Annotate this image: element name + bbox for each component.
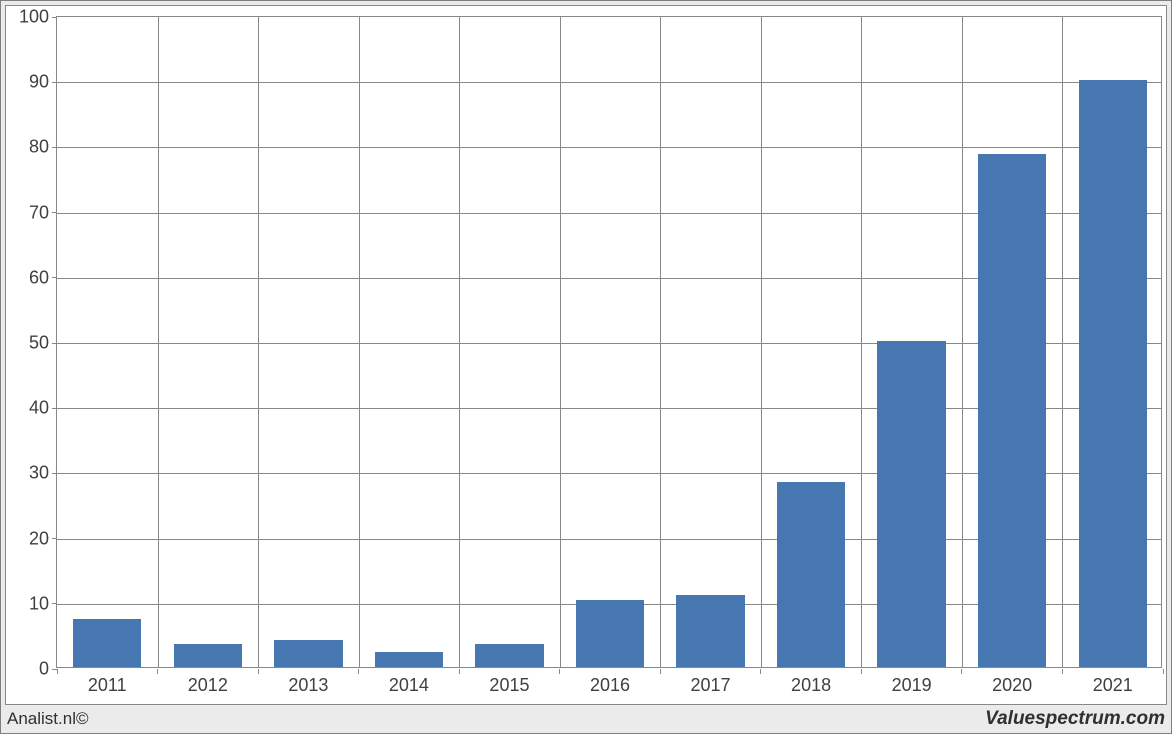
x-tick-label: 2017 bbox=[691, 667, 731, 696]
y-tick-label: 20 bbox=[29, 528, 57, 549]
gridline-horizontal bbox=[57, 82, 1161, 83]
x-tick-label: 2019 bbox=[892, 667, 932, 696]
chart-panel: 0 10 20 30 40 50 60 70 80 90 100 2011 2012 2013 2014 20… bbox=[5, 5, 1167, 705]
gridline-vertical bbox=[560, 17, 561, 667]
bar bbox=[576, 600, 644, 667]
chart-outer-frame: 0 10 20 30 40 50 60 70 80 90 100 2011 2012 2013 2014 20… bbox=[0, 0, 1172, 734]
x-tick-mark bbox=[258, 669, 259, 674]
y-tick-label: 50 bbox=[29, 333, 57, 354]
bar bbox=[73, 619, 141, 667]
gridline-vertical bbox=[459, 17, 460, 667]
x-tick-label: 2020 bbox=[992, 667, 1032, 696]
gridline-vertical bbox=[258, 17, 259, 667]
y-tick-label: 60 bbox=[29, 267, 57, 288]
bar bbox=[375, 652, 443, 667]
gridline-vertical bbox=[158, 17, 159, 667]
y-tick-label: 80 bbox=[29, 137, 57, 158]
bar bbox=[777, 482, 845, 667]
bar bbox=[174, 644, 242, 667]
x-tick-label: 2011 bbox=[88, 667, 127, 696]
bar bbox=[274, 640, 342, 667]
gridline-vertical bbox=[761, 17, 762, 667]
x-tick-mark bbox=[861, 669, 862, 674]
y-tick-label: 70 bbox=[29, 202, 57, 223]
footer-right-text: Valuespectrum.com bbox=[985, 708, 1165, 730]
gridline-vertical bbox=[861, 17, 862, 667]
x-tick-label: 2021 bbox=[1093, 667, 1133, 696]
bar bbox=[877, 341, 945, 667]
gridline-vertical bbox=[962, 17, 963, 667]
x-tick-label: 2016 bbox=[590, 667, 630, 696]
x-tick-mark bbox=[660, 669, 661, 674]
x-tick-mark bbox=[1163, 669, 1164, 674]
y-tick-label: 0 bbox=[39, 659, 57, 680]
gridline-vertical bbox=[1062, 17, 1063, 667]
x-tick-mark bbox=[760, 669, 761, 674]
y-tick-label: 100 bbox=[19, 7, 57, 28]
bar bbox=[475, 644, 543, 667]
bar bbox=[676, 595, 744, 667]
x-tick-mark bbox=[559, 669, 560, 674]
y-tick-label: 40 bbox=[29, 398, 57, 419]
x-tick-mark bbox=[358, 669, 359, 674]
x-tick-label: 2012 bbox=[188, 667, 228, 696]
x-tick-label: 2013 bbox=[288, 667, 328, 696]
x-tick-mark bbox=[459, 669, 460, 674]
plot-area: 0102030405060708090100201120122013201420… bbox=[56, 16, 1162, 668]
footer-left-text: Analist.nl© bbox=[7, 709, 89, 729]
bar bbox=[978, 154, 1046, 667]
gridline-vertical bbox=[660, 17, 661, 667]
gridline-vertical bbox=[359, 17, 360, 667]
x-tick-label: 2018 bbox=[791, 667, 831, 696]
x-tick-mark bbox=[1062, 669, 1063, 674]
x-tick-label: 2014 bbox=[389, 667, 429, 696]
y-tick-label: 10 bbox=[29, 593, 57, 614]
x-tick-mark bbox=[961, 669, 962, 674]
x-tick-mark bbox=[157, 669, 158, 674]
bar bbox=[1079, 80, 1147, 667]
x-tick-label: 2015 bbox=[489, 667, 529, 696]
y-tick-label: 90 bbox=[29, 72, 57, 93]
y-tick-label: 30 bbox=[29, 463, 57, 484]
gridline-horizontal bbox=[57, 147, 1161, 148]
x-tick-mark bbox=[57, 669, 58, 674]
